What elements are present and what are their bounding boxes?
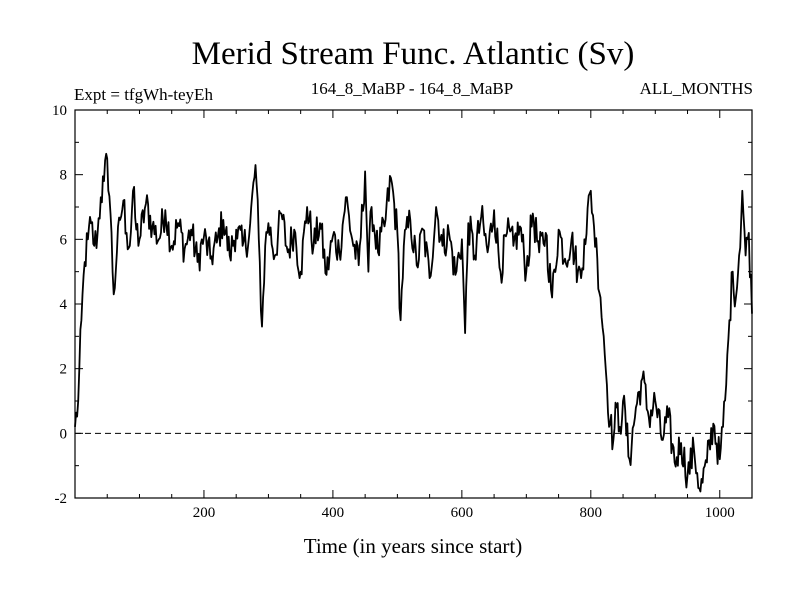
x-tick-label: 800 xyxy=(580,505,603,521)
series-line xyxy=(74,152,753,493)
chart-title: Merid Stream Func. Atlantic (Sv) xyxy=(192,36,635,72)
y-tick-label: 6 xyxy=(60,232,68,248)
x-axis-label: Time (in years since start) xyxy=(304,534,523,558)
chart-subtitle-left: Expt = tfgWh-teyEh xyxy=(74,85,213,104)
chart-subtitle-center: 164_8_MaBP - 164_8_MaBP xyxy=(311,79,513,98)
x-axis-ticks: 200 400 600 800 1000 xyxy=(106,110,735,521)
chart-subtitle-right: ALL_MONTHS xyxy=(640,79,753,98)
y-tick-label: 0 xyxy=(60,426,68,442)
x-tick-label: 600 xyxy=(451,505,474,521)
y-tick-label: 4 xyxy=(60,297,68,313)
x-tick-label: 400 xyxy=(322,505,345,521)
x-tick-label: 200 xyxy=(193,505,216,521)
y-tick-label: -2 xyxy=(55,491,68,507)
y-tick-label: 8 xyxy=(60,168,68,184)
x-tick-label: 1000 xyxy=(705,505,735,521)
plot-frame xyxy=(74,109,753,499)
y-tick-label: 10 xyxy=(52,103,67,119)
y-axis-ticks: -2 0 2 4 6 8 10 xyxy=(52,103,752,507)
y-tick-label: 2 xyxy=(60,362,68,378)
